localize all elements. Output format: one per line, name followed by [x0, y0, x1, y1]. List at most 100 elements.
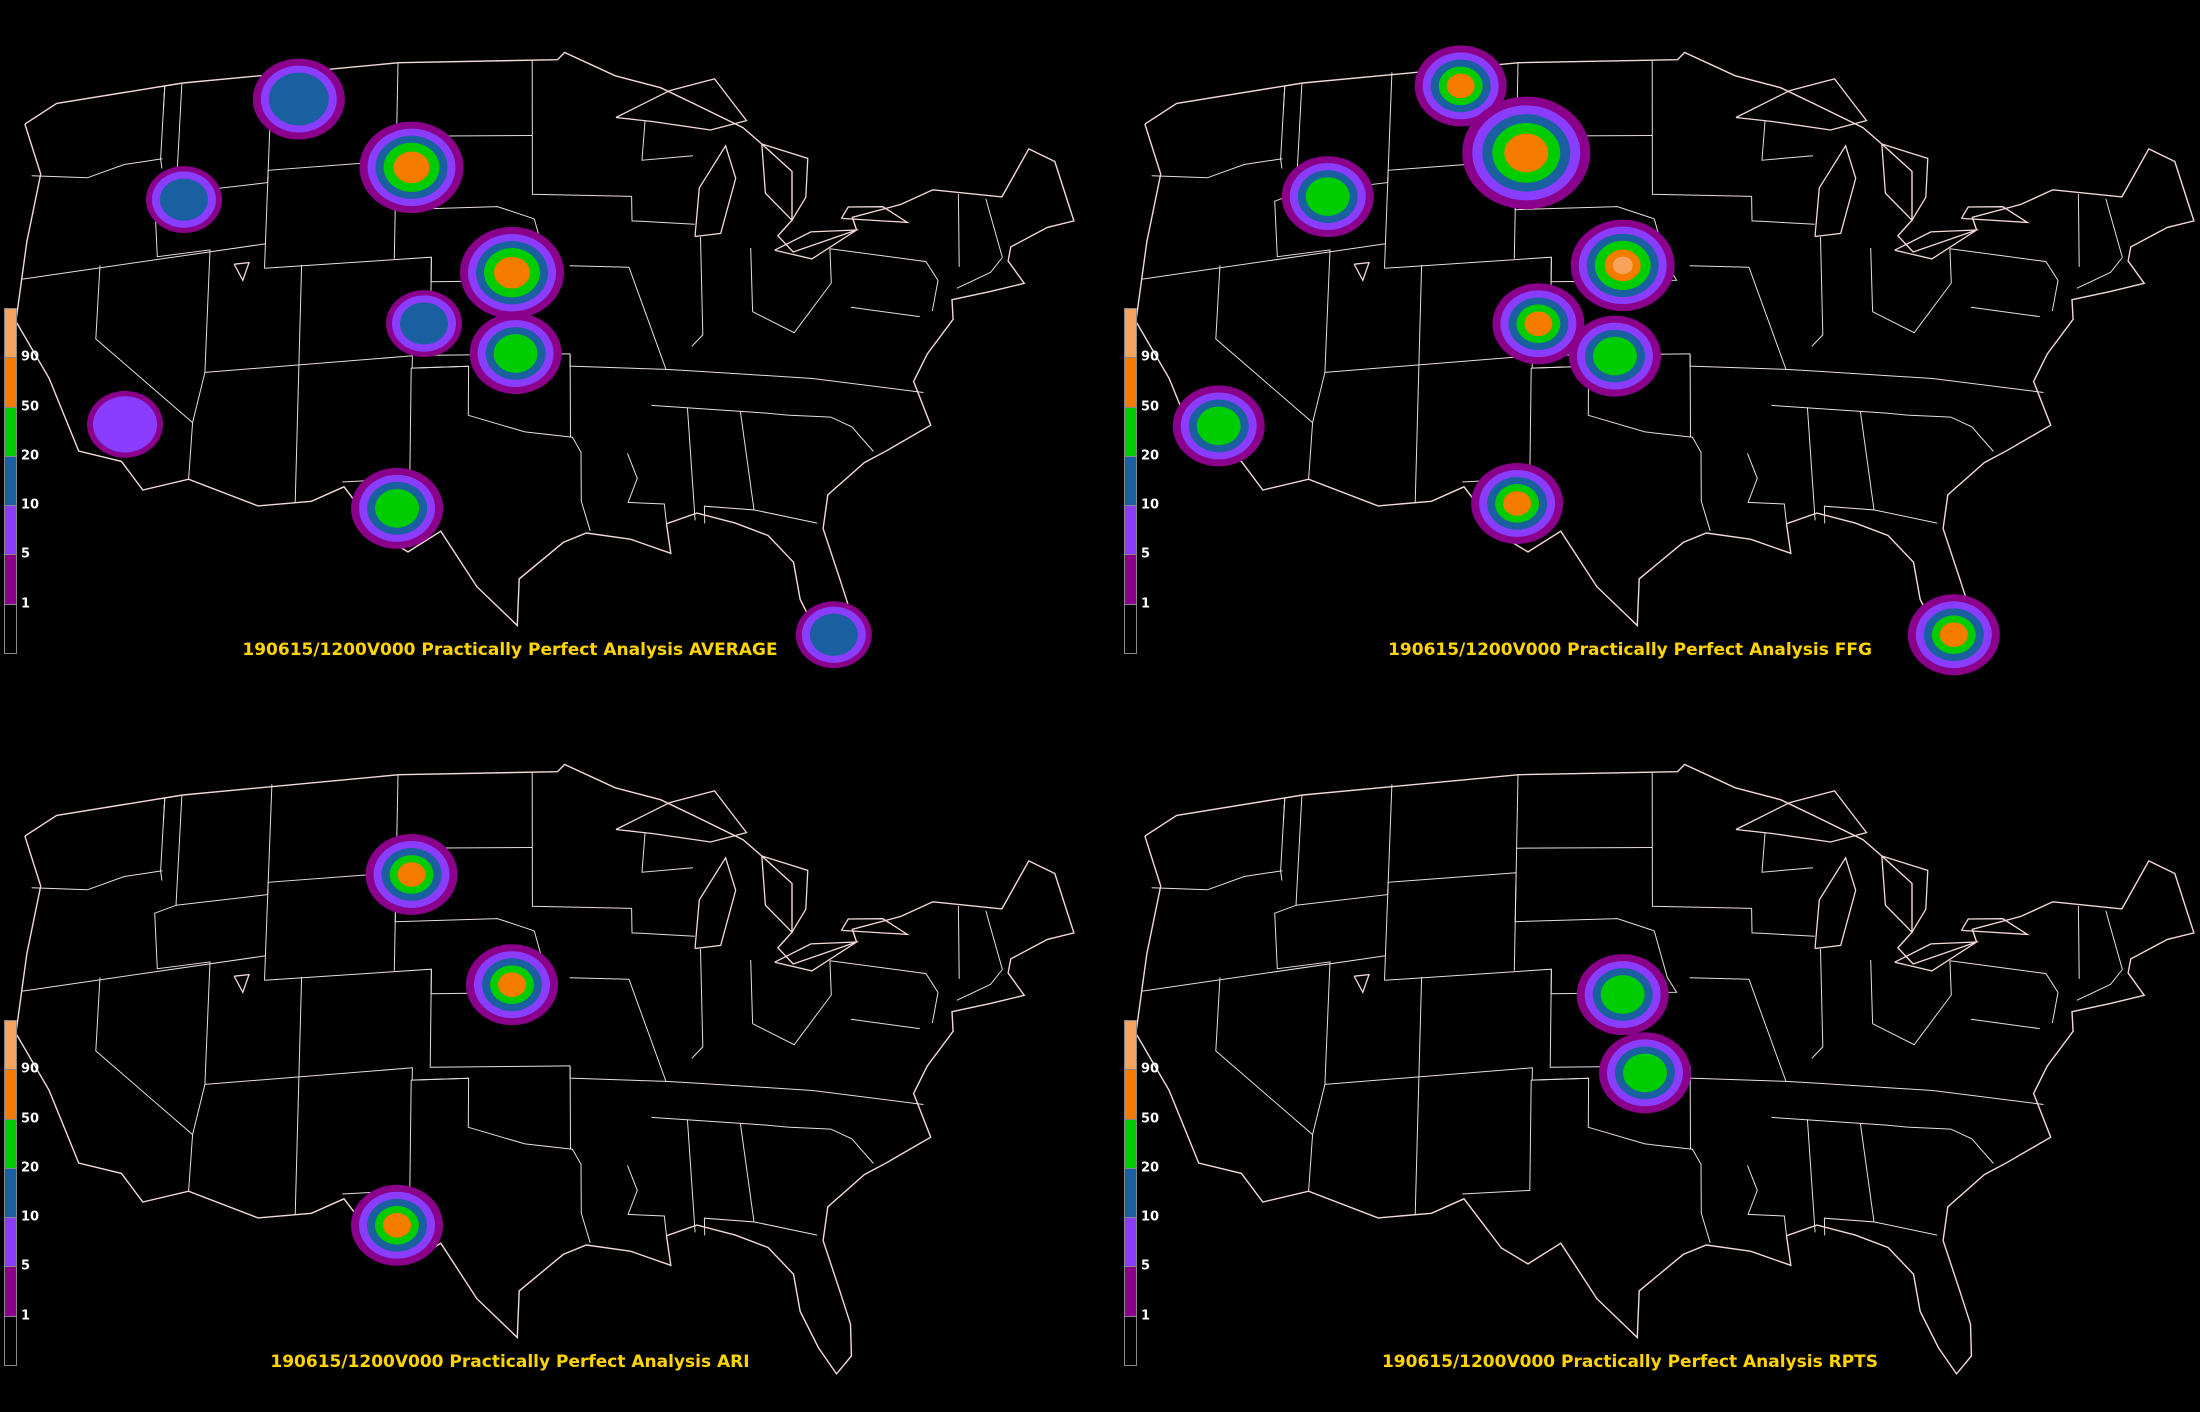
state-border: [1812, 237, 1823, 347]
legend-swatch: [1124, 1119, 1137, 1169]
legend-swatch: [1124, 308, 1137, 358]
legend-swatch: [4, 505, 17, 555]
legend-swatch: [4, 357, 17, 407]
state-border: [155, 795, 210, 1191]
state-border: [176, 873, 396, 906]
probability-blob: [386, 290, 462, 357]
state-border: [652, 405, 874, 451]
state-border: [32, 871, 163, 890]
probability-contour: [93, 396, 157, 452]
caption-rpts: 190615/1200V000 Practically Perfect Anal…: [1080, 1352, 2180, 1372]
state-border: [2106, 911, 2123, 970]
state-border: [652, 1117, 874, 1163]
lake-outline: [841, 919, 907, 935]
map-rpts: [1120, 712, 2200, 1412]
state-border: [1874, 1222, 1937, 1235]
lake-outline: [234, 975, 249, 993]
state-border: [851, 307, 920, 316]
state-border: [628, 453, 667, 523]
legend-tick-label: 5: [1141, 547, 1150, 562]
state-border: [1275, 795, 1330, 1191]
state-border: [163, 798, 164, 823]
probability-contour: [498, 972, 526, 997]
legend-swatch: [4, 407, 17, 457]
probability-blob: [360, 122, 464, 214]
probability-blob: [1577, 954, 1669, 1035]
legend-tick-label: 90: [21, 350, 39, 365]
probability-blob: [466, 944, 558, 1025]
state-border: [830, 961, 938, 1024]
state-border: [753, 249, 832, 333]
state-border: [754, 510, 817, 523]
legend-tick-label: 10: [1141, 1210, 1159, 1225]
lake-outline: [695, 146, 736, 237]
legend-tick-label: 20: [21, 448, 39, 463]
lake-outline: [1354, 263, 1369, 281]
state-border: [342, 368, 411, 482]
state-border: [1531, 1078, 1588, 1080]
state-border: [570, 978, 629, 980]
state-border: [1824, 411, 1874, 524]
state-border: [1752, 196, 1815, 224]
state-border: [751, 960, 753, 1024]
probability-blob: [1571, 220, 1675, 312]
state-border: [1275, 83, 1330, 479]
probability-contour: [1447, 74, 1475, 99]
legend-tick-label: 1: [21, 596, 30, 611]
state-border: [1690, 266, 1749, 268]
legend-tick-label: 20: [1141, 448, 1159, 463]
legend-swatch: [4, 1217, 17, 1267]
legend-swatch: [1124, 407, 1137, 457]
legend-swatch: [4, 1168, 17, 1218]
probability-blob: [1599, 1032, 1691, 1113]
probability-contour: [1601, 975, 1645, 1014]
state-border: [753, 961, 832, 1045]
legend-tick-label: 10: [21, 498, 39, 513]
state-border: [704, 1123, 754, 1236]
probability-contour: [1197, 407, 1241, 446]
legend-tick-label: 90: [21, 1062, 39, 1077]
state-border: [986, 199, 1003, 258]
state-border: [1950, 249, 2058, 312]
state-border: [1748, 453, 1787, 523]
lake-outline: [1736, 79, 1867, 130]
state-border: [1652, 60, 1751, 197]
state-border: [1971, 1019, 2040, 1028]
map-ffg: [1120, 0, 2200, 700]
state-border: [1950, 961, 2058, 1024]
state-border: [295, 265, 301, 503]
state-border: [295, 977, 301, 1215]
state-border: [570, 266, 629, 268]
state-border: [687, 407, 695, 520]
state-border: [2078, 194, 2079, 267]
legend-tick-label: 10: [21, 1210, 39, 1225]
probability-contour: [383, 1213, 411, 1238]
state-border: [751, 248, 753, 312]
probability-blob: [351, 468, 443, 549]
probability-blob: [470, 313, 562, 394]
state-border: [851, 1019, 920, 1028]
state-border: [411, 1078, 468, 1080]
state-border: [22, 956, 265, 991]
probability-blob: [1282, 156, 1374, 237]
legend-swatch: [1124, 357, 1137, 407]
basemap: [16, 765, 1074, 1374]
lake-outline: [616, 79, 747, 130]
probability-contour: [1503, 491, 1531, 516]
state-border: [570, 354, 666, 370]
probability-contour: [494, 334, 538, 373]
legend-tick-label: 20: [21, 1160, 39, 1175]
legend-swatch: [1124, 505, 1137, 555]
state-border: [1462, 1080, 1531, 1194]
probability-blob: [253, 59, 345, 140]
state-border: [2077, 258, 2123, 289]
legend-tick-label: 50: [1141, 1111, 1159, 1126]
state-border: [632, 196, 695, 224]
probability-contour: [494, 257, 530, 289]
probability-contour: [1306, 177, 1350, 216]
probability-contour: [375, 489, 419, 528]
state-border: [692, 237, 703, 347]
legend-tick-label: 5: [21, 1259, 30, 1274]
